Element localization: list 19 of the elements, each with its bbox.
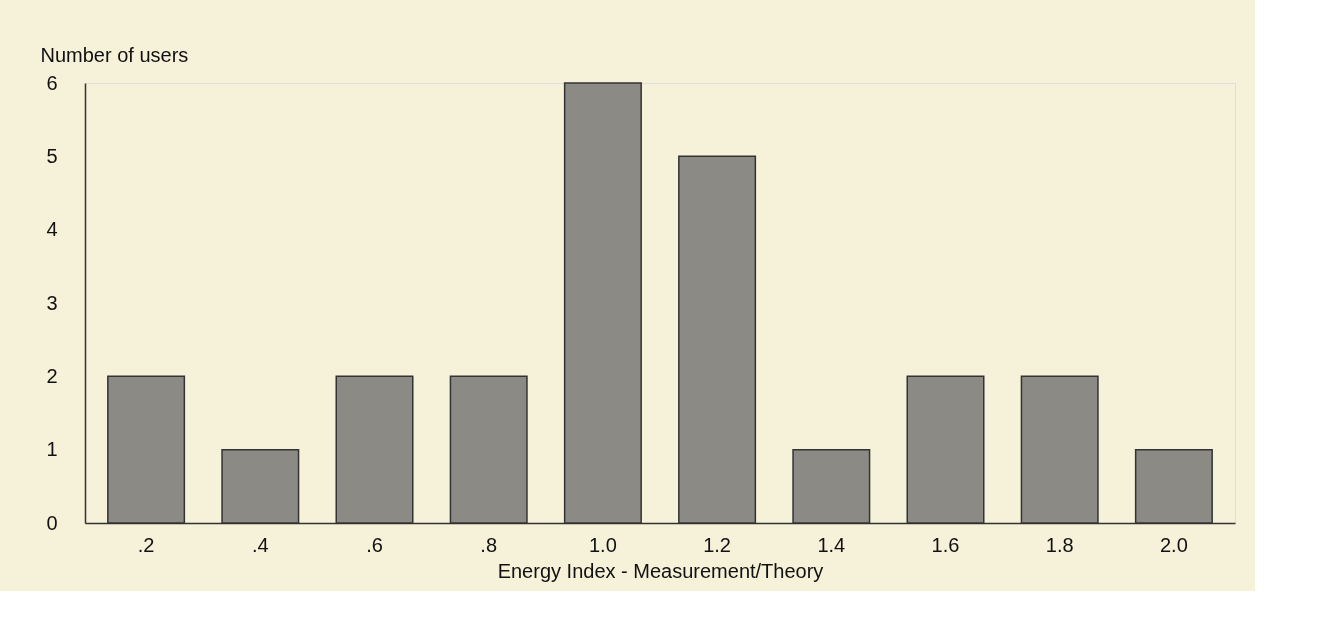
y-tick-label: 2	[46, 364, 58, 387]
x-tick-label: 2.0	[1160, 533, 1188, 556]
x-tick-label: 1.4	[817, 533, 846, 556]
x-tick-label: .2	[137, 533, 155, 556]
y-axis-title: Number of users	[40, 43, 189, 66]
y-tick-label: 1	[46, 438, 58, 461]
x-tick-label: .4	[251, 533, 269, 556]
x-tick-label: 1.8	[1045, 533, 1074, 556]
x-tick-label: 1.0	[588, 533, 617, 556]
y-tick-label: 5	[46, 144, 58, 167]
y-tick-label: 0	[46, 511, 58, 534]
x-axis-title: Energy Index - Measurement/Theory	[497, 559, 824, 582]
y-tick-label: 4	[46, 218, 58, 241]
x-tick-label: 1.6	[931, 533, 960, 556]
x-tick-label: .8	[480, 533, 498, 556]
x-tick-label: 1.2	[703, 533, 732, 556]
y-tick-label: 6	[46, 71, 58, 94]
x-tick-label: .6	[366, 533, 383, 556]
y-tick-label: 3	[46, 291, 58, 314]
